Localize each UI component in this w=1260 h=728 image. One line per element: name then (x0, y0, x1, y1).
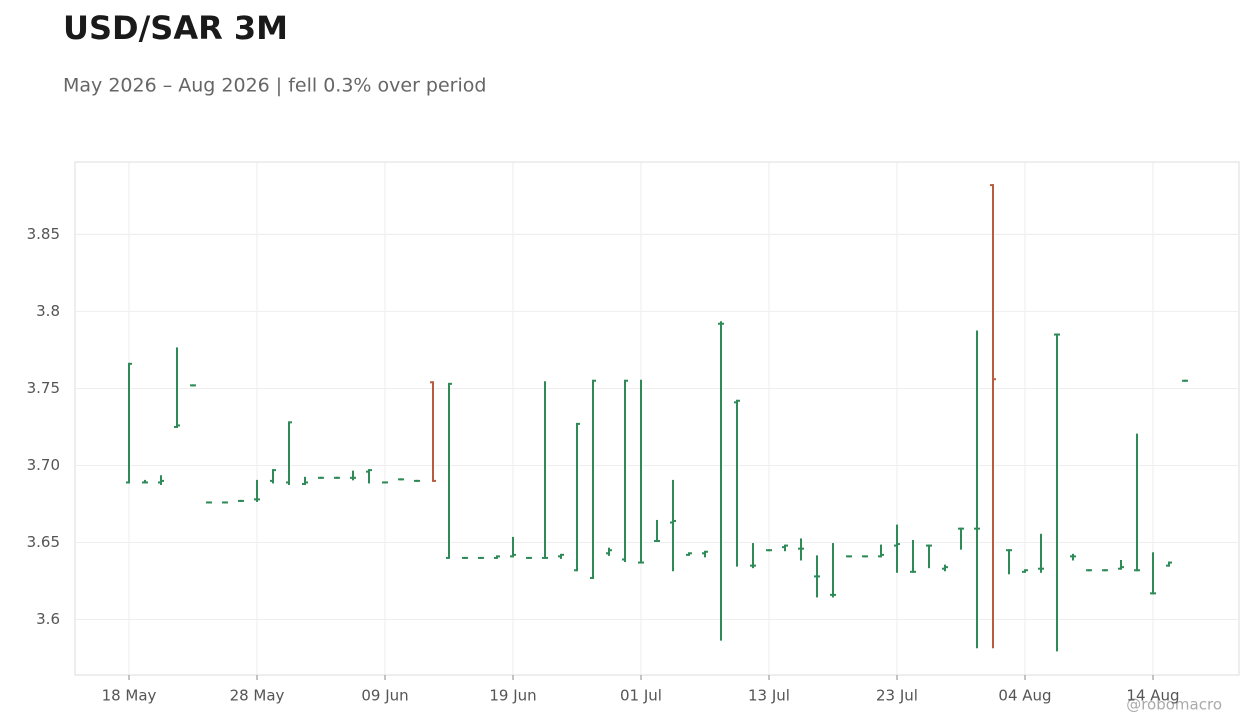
x-tick-label: 23 Jul (876, 687, 918, 705)
y-tick-label: 3.75 (27, 379, 60, 397)
x-tick-label: 01 Jul (620, 687, 662, 705)
y-tick-label: 3.6 (36, 610, 60, 628)
plot-frame (74, 161, 1240, 676)
y-tick-label: 3.70 (27, 456, 60, 474)
chart-subtitle: May 2026 – Aug 2026 | fell 0.3% over per… (63, 75, 486, 97)
y-tick-label: 3.65 (27, 533, 60, 551)
x-tick-label: 13 Jul (748, 687, 790, 705)
x-tick-label: 09 Jun (361, 687, 408, 705)
x-tick-label: 04 Aug (998, 687, 1051, 705)
x-tick-label: 28 May (230, 687, 285, 705)
x-tick-label: 19 Jun (489, 687, 536, 705)
watermark: @robomacro (1126, 696, 1222, 714)
y-tick-label: 3.8 (36, 302, 60, 320)
x-tick-label: 18 May (102, 687, 157, 705)
y-tick-label: 3.85 (27, 225, 60, 243)
chart-title: USD/SAR 3M (63, 9, 288, 47)
x-tick-label: 14 Aug (1126, 687, 1179, 705)
